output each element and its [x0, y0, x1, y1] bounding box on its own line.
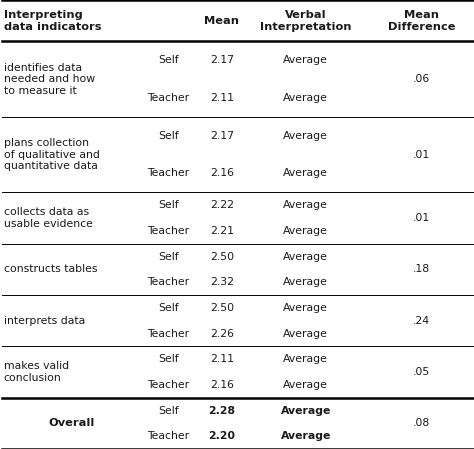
Text: Self: Self	[158, 354, 179, 364]
Text: Self: Self	[158, 55, 179, 65]
Text: Average: Average	[283, 354, 328, 364]
Text: Mean
Difference: Mean Difference	[388, 10, 456, 31]
Text: Average: Average	[283, 380, 328, 390]
Text: Average: Average	[283, 277, 328, 287]
Text: .24: .24	[413, 316, 430, 326]
Text: Teacher: Teacher	[147, 93, 189, 103]
Text: 2.21: 2.21	[210, 226, 234, 236]
Text: 2.11: 2.11	[210, 354, 234, 364]
Text: 2.22: 2.22	[210, 200, 234, 210]
Text: 2.26: 2.26	[210, 329, 234, 339]
Text: Average: Average	[281, 405, 331, 415]
Text: Teacher: Teacher	[147, 380, 189, 390]
Text: Mean: Mean	[204, 16, 239, 26]
Text: Overall: Overall	[48, 418, 94, 428]
Text: .05: .05	[413, 367, 430, 377]
Text: .06: .06	[413, 74, 430, 84]
Text: Self: Self	[158, 303, 179, 313]
Text: 2.50: 2.50	[210, 251, 234, 261]
Text: Average: Average	[283, 251, 328, 261]
Text: 2.20: 2.20	[209, 431, 235, 441]
Text: plans collection
of qualitative and
quantitative data: plans collection of qualitative and quan…	[4, 138, 100, 171]
Text: 2.32: 2.32	[210, 277, 234, 287]
Text: interprets data: interprets data	[4, 316, 85, 326]
Text: .01: .01	[413, 150, 430, 159]
Text: 2.11: 2.11	[210, 93, 234, 103]
Text: 2.16: 2.16	[210, 168, 234, 178]
Text: Average: Average	[283, 131, 328, 141]
Text: Average: Average	[283, 55, 328, 65]
Text: makes valid
conclusion: makes valid conclusion	[4, 361, 69, 383]
Text: Teacher: Teacher	[147, 329, 189, 339]
Text: Average: Average	[283, 200, 328, 210]
Text: Average: Average	[283, 168, 328, 178]
Text: Teacher: Teacher	[147, 226, 189, 236]
Text: Average: Average	[281, 431, 331, 441]
Text: identifies data
needed and how
to measure it: identifies data needed and how to measur…	[4, 62, 95, 96]
Text: Self: Self	[158, 251, 179, 261]
Text: 2.16: 2.16	[210, 380, 234, 390]
Text: .01: .01	[413, 213, 430, 223]
Text: .18: .18	[413, 264, 430, 274]
Text: Average: Average	[283, 329, 328, 339]
Text: Self: Self	[158, 131, 179, 141]
Text: Average: Average	[283, 303, 328, 313]
Text: .08: .08	[413, 418, 430, 428]
Text: Teacher: Teacher	[147, 431, 189, 441]
Text: collects data as
usable evidence: collects data as usable evidence	[4, 207, 92, 229]
Text: 2.17: 2.17	[210, 55, 234, 65]
Text: Self: Self	[158, 200, 179, 210]
Text: 2.28: 2.28	[209, 405, 235, 415]
Text: Average: Average	[283, 93, 328, 103]
Text: constructs tables: constructs tables	[4, 264, 97, 274]
Text: Average: Average	[283, 226, 328, 236]
Text: Self: Self	[158, 405, 179, 415]
Text: 2.17: 2.17	[210, 131, 234, 141]
Text: Interpreting
data indicators: Interpreting data indicators	[4, 10, 101, 31]
Text: Teacher: Teacher	[147, 277, 189, 287]
Text: Teacher: Teacher	[147, 168, 189, 178]
Text: 2.50: 2.50	[210, 303, 234, 313]
Text: Verbal
Interpretation: Verbal Interpretation	[260, 10, 352, 31]
